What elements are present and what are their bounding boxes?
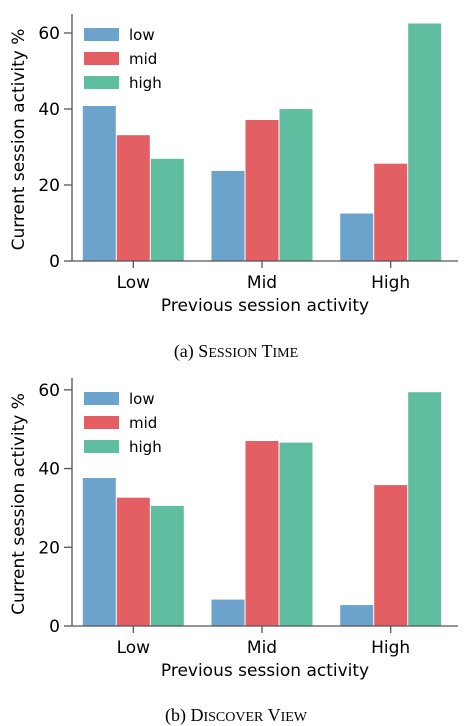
legend-label-mid: mid [129, 414, 157, 432]
x-tick-label-high: High [371, 638, 410, 658]
bar-mid-low [116, 135, 150, 261]
legend: low mid high [84, 390, 162, 456]
caption-title-word-rest: IME [273, 346, 299, 361]
bar-high-high [408, 392, 442, 626]
legend-swatch-high [84, 76, 119, 89]
bar-high-high [408, 23, 442, 261]
bar-mid-mid [245, 120, 279, 261]
legend-swatch-low [84, 28, 119, 41]
bar-mid-mid [245, 441, 279, 626]
bar-high-low [150, 158, 184, 261]
caption-title-word-rest: ISCOVER [203, 710, 264, 725]
bar-low-mid [211, 170, 245, 261]
legend-label-low: low [129, 390, 155, 408]
y-tick-label: 0 [49, 617, 60, 637]
y-tick-label: 60 [38, 381, 60, 401]
caption-title-word: T [262, 341, 273, 361]
y-tick-label: 0 [49, 252, 60, 272]
bar-mid-high [374, 163, 408, 261]
x-tick-label-low: Low [117, 638, 151, 658]
bar-high-mid [279, 442, 313, 626]
caption-prefix: (a) [174, 341, 198, 362]
legend-label-low: low [129, 26, 155, 44]
bar-low-mid [211, 599, 245, 626]
bar-low-high [340, 605, 374, 626]
bar-low-low [82, 478, 116, 626]
caption-title-word-rest: IEW [281, 710, 308, 725]
legend-label-high: high [129, 438, 162, 456]
caption: (a) SESSION TIME [174, 341, 298, 362]
legend-swatch-high [84, 440, 119, 453]
y-axis-label: Current session activity % [9, 29, 29, 251]
bar-mid-low [116, 497, 150, 626]
x-tick-label-low: Low [117, 273, 151, 293]
legend-swatch-mid [84, 52, 119, 65]
y-axis-label: Current session activity % [9, 393, 29, 615]
x-tick-label-high: High [371, 273, 410, 293]
y-tick-label: 60 [38, 24, 60, 44]
caption-title-word: D [190, 705, 203, 725]
bar-high-mid [279, 109, 313, 261]
y-tick-label: 40 [38, 460, 60, 480]
legend: low mid high [84, 26, 162, 92]
legend-swatch-low [84, 392, 119, 405]
bar-mid-high [374, 485, 408, 626]
bar-high-low [150, 505, 184, 626]
y-tick-label: 20 [38, 176, 60, 196]
legend-label-mid: mid [129, 50, 157, 68]
legend-swatch-mid [84, 416, 119, 429]
x-tick-label-mid: Mid [247, 638, 277, 658]
caption-title-word: V [268, 705, 281, 725]
caption-prefix: (b) [165, 705, 191, 726]
caption: (b) DISCOVER VIEW [165, 705, 308, 726]
y-tick-label: 20 [38, 538, 60, 558]
caption-title-word: S [198, 341, 208, 361]
bar-low-high [340, 213, 374, 261]
bar-low-low [82, 106, 116, 261]
y-tick-label: 40 [38, 100, 60, 120]
x-axis-label: Previous session activity [161, 296, 369, 316]
caption-title-word-rest: ESSION [208, 346, 257, 361]
x-axis-label: Previous session activity [161, 661, 369, 681]
legend-label-high: high [129, 74, 162, 92]
x-tick-label-mid: Mid [247, 273, 277, 293]
